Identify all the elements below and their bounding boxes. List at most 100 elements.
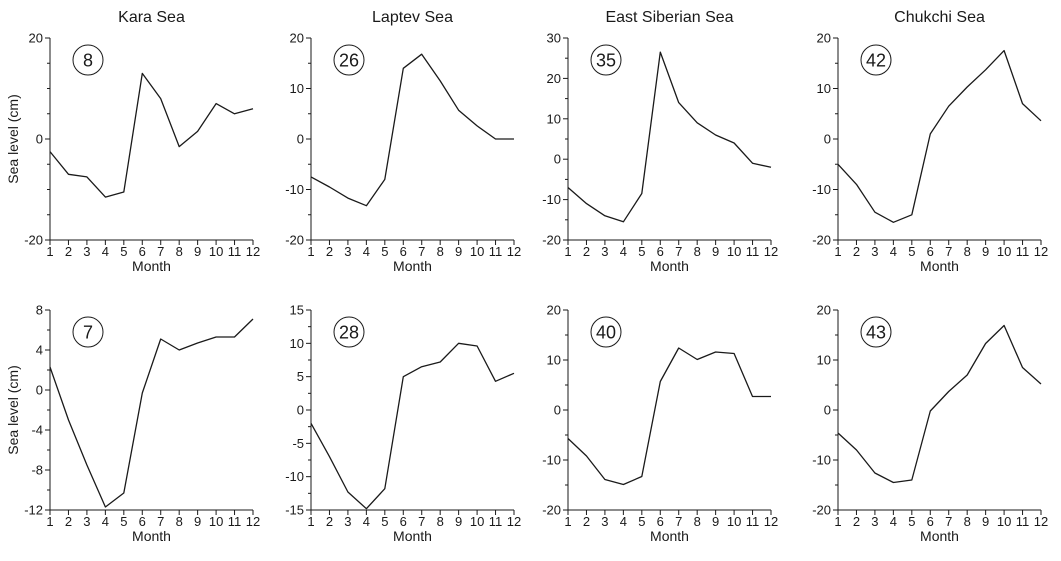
y-tick-label: -5 bbox=[292, 436, 304, 451]
x-axis-title: Month bbox=[132, 528, 171, 544]
x-tick-label: 5 bbox=[120, 244, 127, 259]
x-tick-label: 8 bbox=[964, 514, 971, 529]
x-tick-label: 5 bbox=[908, 244, 915, 259]
x-tick-label: 5 bbox=[381, 514, 388, 529]
x-tick-label: 4 bbox=[102, 514, 109, 529]
y-tick-label: -10 bbox=[285, 182, 304, 197]
y-tick-label: 0 bbox=[824, 403, 831, 418]
station-label: 40 bbox=[596, 323, 616, 343]
series-line bbox=[310, 342, 515, 510]
x-tick-label: 6 bbox=[400, 514, 407, 529]
x-tick-label: 9 bbox=[194, 244, 201, 259]
y-tick-label: 20 bbox=[547, 71, 561, 86]
series-line bbox=[49, 318, 254, 508]
y-tick-label: 20 bbox=[290, 31, 304, 46]
station-label: 7 bbox=[83, 323, 93, 343]
x-tick-label: 6 bbox=[927, 244, 934, 259]
x-tick-label: 1 bbox=[834, 244, 841, 259]
x-tick-label: 3 bbox=[871, 244, 878, 259]
series-line bbox=[837, 324, 1042, 484]
x-tick-label: 8 bbox=[176, 244, 183, 259]
x-tick-label: 12 bbox=[1034, 244, 1048, 259]
x-tick-label: 11 bbox=[228, 244, 242, 259]
x-tick-label: 10 bbox=[209, 244, 223, 259]
y-tick-label: 20 bbox=[547, 303, 561, 318]
x-tick-label: 11 bbox=[746, 514, 760, 529]
x-tick-label: 8 bbox=[694, 514, 701, 529]
x-tick-label: 2 bbox=[65, 514, 72, 529]
y-tick-label: 20 bbox=[817, 31, 831, 46]
x-tick-label: 11 bbox=[489, 514, 503, 529]
y-tick-label: -10 bbox=[542, 453, 561, 468]
x-tick-label: 1 bbox=[564, 514, 571, 529]
y-tick-label: -20 bbox=[812, 233, 831, 248]
station-label: 43 bbox=[866, 323, 886, 343]
y-tick-label: 10 bbox=[817, 353, 831, 368]
x-axis-title: Month bbox=[650, 258, 689, 274]
x-tick-label: 8 bbox=[694, 244, 701, 259]
x-tick-label: 4 bbox=[363, 514, 370, 529]
x-tick-label: 6 bbox=[927, 514, 934, 529]
y-axis-title: Sea level (cm) bbox=[5, 365, 21, 454]
x-axis-title: Month bbox=[393, 258, 432, 274]
x-tick-label: 6 bbox=[400, 244, 407, 259]
y-tick-label: -15 bbox=[285, 503, 304, 518]
x-tick-label: 6 bbox=[657, 514, 664, 529]
y-tick-label: 0 bbox=[297, 403, 304, 418]
x-tick-label: 5 bbox=[120, 514, 127, 529]
x-tick-label: 10 bbox=[997, 244, 1011, 259]
x-axis-title: Month bbox=[650, 528, 689, 544]
x-tick-label: 1 bbox=[564, 244, 571, 259]
x-tick-label: 2 bbox=[326, 244, 333, 259]
y-tick-label: -10 bbox=[542, 192, 561, 207]
x-tick-label: 11 bbox=[489, 244, 503, 259]
y-tick-label: 20 bbox=[817, 303, 831, 318]
x-tick-label: 1 bbox=[307, 244, 314, 259]
x-tick-label: 2 bbox=[326, 514, 333, 529]
x-tick-label: 2 bbox=[583, 514, 590, 529]
x-tick-label: 3 bbox=[83, 514, 90, 529]
y-axis-title: Sea level (cm) bbox=[5, 94, 21, 183]
x-tick-label: 9 bbox=[194, 514, 201, 529]
y-tick-label: -10 bbox=[285, 469, 304, 484]
x-tick-label: 4 bbox=[620, 514, 627, 529]
x-tick-label: 3 bbox=[871, 514, 878, 529]
x-tick-label: 10 bbox=[209, 514, 223, 529]
y-tick-label: 10 bbox=[547, 353, 561, 368]
x-tick-label: 10 bbox=[470, 514, 484, 529]
x-tick-label: 9 bbox=[712, 514, 719, 529]
x-tick-label: 3 bbox=[344, 514, 351, 529]
station-label: 42 bbox=[866, 51, 886, 71]
y-tick-label: 5 bbox=[297, 369, 304, 384]
x-tick-label: 12 bbox=[507, 244, 521, 259]
x-tick-label: 1 bbox=[46, 244, 53, 259]
panel-title: East Siberian Sea bbox=[605, 9, 733, 26]
station-label: 26 bbox=[339, 51, 359, 71]
station-circle bbox=[333, 316, 365, 348]
x-tick-label: 4 bbox=[890, 244, 897, 259]
x-tick-label: 7 bbox=[675, 514, 682, 529]
panel-title: Kara Sea bbox=[118, 9, 185, 26]
x-tick-label: 9 bbox=[982, 244, 989, 259]
x-tick-label: 4 bbox=[363, 244, 370, 259]
x-tick-label: 1 bbox=[307, 514, 314, 529]
y-tick-label: 30 bbox=[547, 31, 561, 46]
x-tick-label: 12 bbox=[764, 244, 778, 259]
x-tick-label: 12 bbox=[246, 514, 260, 529]
x-tick-label: 2 bbox=[65, 244, 72, 259]
station-label: 35 bbox=[596, 51, 616, 71]
x-tick-label: 7 bbox=[418, 244, 425, 259]
x-axis-title: Month bbox=[393, 528, 432, 544]
x-tick-label: 8 bbox=[437, 244, 444, 259]
y-tick-label: 0 bbox=[554, 152, 561, 167]
x-tick-label: 3 bbox=[601, 244, 608, 259]
x-tick-label: 3 bbox=[83, 244, 90, 259]
y-tick-label: -20 bbox=[812, 503, 831, 518]
x-tick-label: 9 bbox=[712, 244, 719, 259]
y-tick-label: 15 bbox=[290, 303, 304, 318]
